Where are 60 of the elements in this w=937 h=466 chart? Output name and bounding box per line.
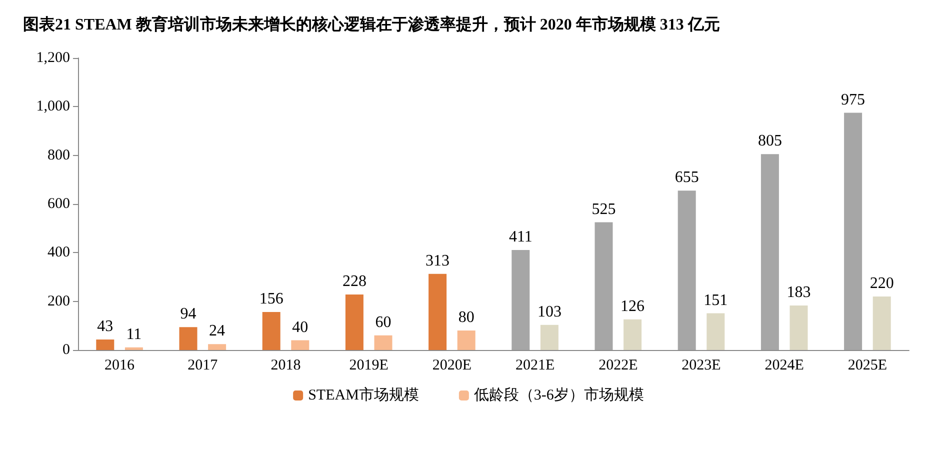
data-label: 94: [180, 306, 196, 323]
chart-title: 图表21 STEAM 教育培训市场未来增长的核心逻辑在于渗透率提升，预计 2020 年市场规模 313 亿元: [23, 14, 720, 34]
bar: [262, 312, 280, 350]
legend-label: 低龄段（3-6岁）市场规模: [474, 386, 644, 404]
y-tick-label: 0: [62, 342, 70, 358]
data-label: 975: [841, 91, 866, 108]
data-label: 80: [458, 309, 474, 326]
x-tick-label: 2024E: [764, 358, 804, 374]
x-tick-label: 2020E: [432, 358, 472, 374]
data-label: 40: [292, 318, 308, 336]
y-tick-label: 400: [48, 244, 70, 261]
y-tick-label: 800: [48, 147, 70, 164]
x-tick-label: 2025E: [848, 358, 888, 374]
legend-label: STEAM市场规模: [308, 386, 419, 404]
y-tick-label: 600: [48, 196, 70, 212]
bar: [124, 347, 143, 350]
bar: [374, 335, 392, 350]
y-tick-label: 1,200: [36, 50, 70, 66]
bar: [428, 274, 447, 350]
bar: [208, 344, 226, 350]
bar: [624, 319, 642, 350]
data-label: 805: [758, 132, 782, 150]
data-label: 655: [674, 169, 699, 186]
bar: [706, 313, 725, 350]
x-tick-label: 2021E: [515, 358, 555, 374]
data-label: 525: [592, 200, 616, 218]
data-label: 11: [126, 326, 142, 343]
data-label: 313: [426, 252, 450, 270]
data-label: 411: [508, 228, 532, 246]
bar: [512, 250, 530, 350]
x-tick-label: 2019E: [349, 358, 388, 374]
data-label: 228: [342, 273, 366, 290]
x-tick-label: 2022E: [598, 358, 638, 374]
data-label: 151: [704, 292, 728, 309]
x-tick-label: 2016: [104, 358, 136, 374]
data-label: 183: [786, 284, 811, 301]
bar: [291, 340, 310, 350]
bar: [872, 296, 891, 350]
data-label: 60: [375, 314, 392, 331]
bar: [457, 330, 476, 350]
y-tick-label: 200: [48, 293, 70, 310]
data-label: 24: [209, 322, 226, 340]
data-label: 103: [537, 303, 562, 320]
bar: [96, 340, 114, 350]
y-tick-label: 1,000: [36, 98, 70, 115]
bar: [179, 327, 198, 350]
x-tick-label: 2017: [188, 358, 218, 374]
bar: [594, 222, 613, 350]
data-label: 126: [620, 298, 645, 315]
data-label: 220: [870, 274, 894, 292]
bar: [345, 294, 364, 350]
bar: [540, 324, 558, 350]
data-label: 43: [97, 318, 114, 336]
x-tick-label: 2023E: [682, 358, 721, 374]
bar: [760, 154, 779, 350]
bar: [678, 190, 696, 350]
bar: [790, 305, 808, 350]
bar: [844, 112, 862, 350]
x-tick-label: 2018: [270, 358, 301, 374]
data-label: 156: [259, 290, 284, 308]
